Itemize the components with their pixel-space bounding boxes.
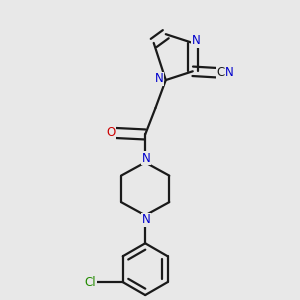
Text: N: N <box>141 213 150 226</box>
Text: C: C <box>217 66 225 79</box>
Text: N: N <box>141 152 150 165</box>
Text: N: N <box>154 72 163 85</box>
Text: N: N <box>225 66 234 79</box>
Text: N: N <box>192 34 201 47</box>
Text: Cl: Cl <box>84 276 96 289</box>
Text: O: O <box>106 127 116 140</box>
